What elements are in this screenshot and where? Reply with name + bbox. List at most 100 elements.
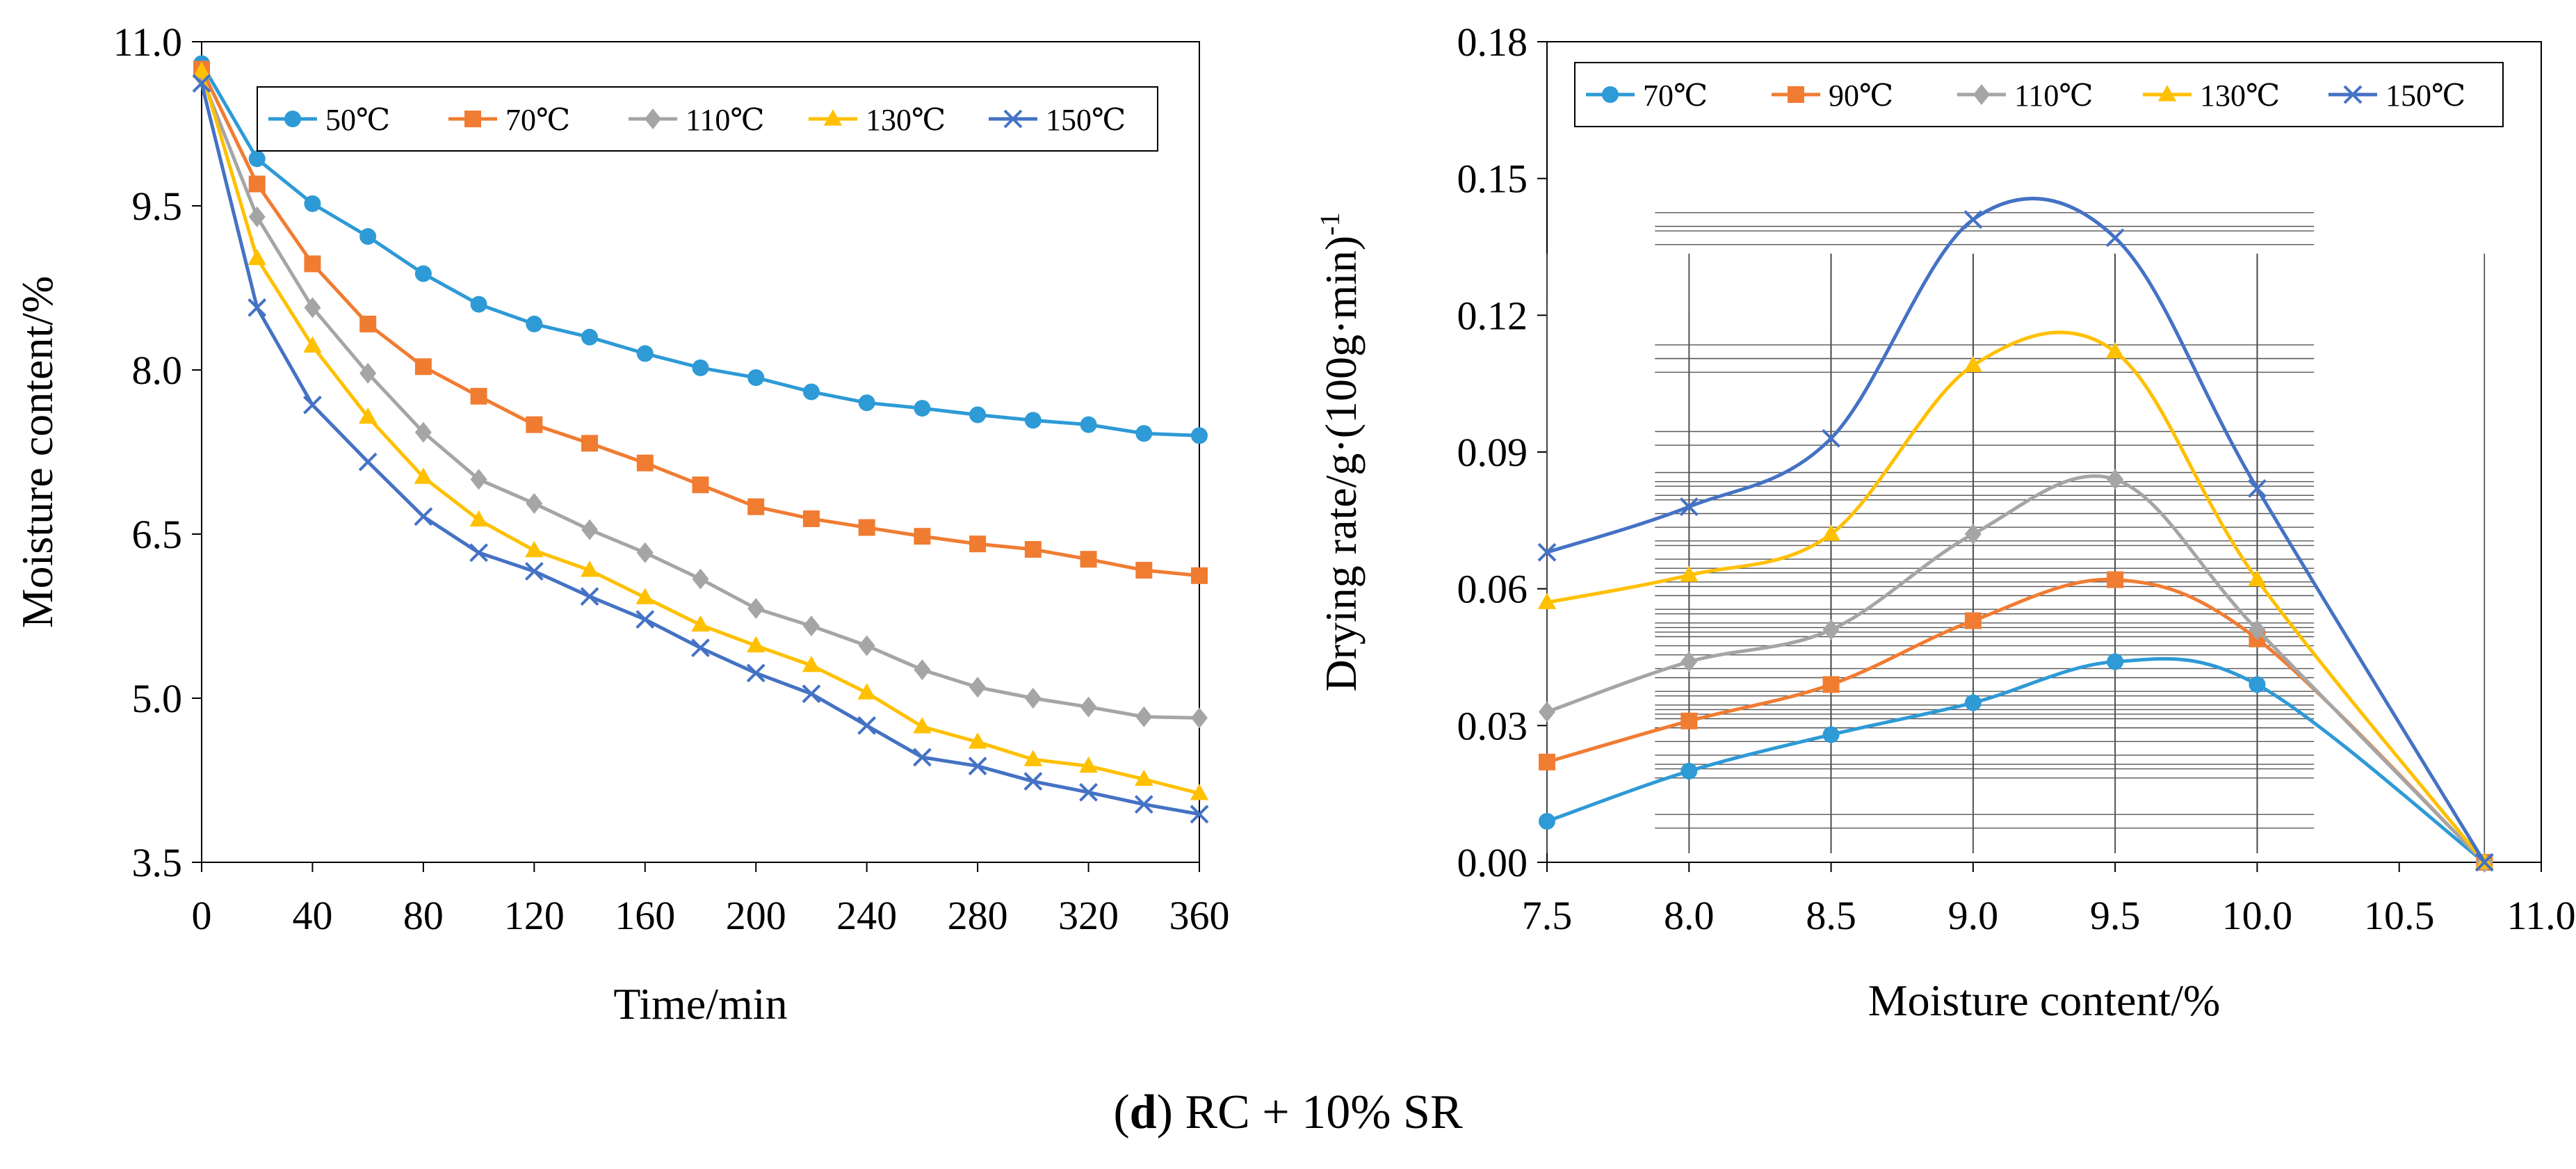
- legend-marker-110: [645, 108, 661, 129]
- data-point-70-2: [304, 255, 321, 273]
- series-90: [1539, 571, 2493, 871]
- y-tick-label-0-15: 0.15: [1457, 156, 1528, 202]
- data-point-110-4: [414, 421, 432, 443]
- x-tick-label-200: 200: [726, 893, 786, 938]
- legend-label-110: 110℃: [2014, 79, 2093, 113]
- data-point-50-3: [359, 228, 377, 245]
- legend-label-70: 70℃: [505, 103, 570, 137]
- legend: 50℃ 70℃ 110℃ 130℃ 150℃: [257, 86, 1158, 152]
- data-point-110-5: [470, 469, 487, 490]
- data-point-110-5: [2249, 619, 2266, 640]
- data-point-50-16: [1080, 416, 1097, 433]
- legend-marker-50: [284, 111, 301, 127]
- data-point-150-13: [912, 748, 932, 767]
- data-point-150-5: [469, 543, 489, 563]
- data-point-130-8: [635, 588, 654, 604]
- data-point-90-2: [1822, 676, 1840, 693]
- x-tick-label-11-0: 11.0: [2506, 893, 2575, 938]
- data-point-70-10: [747, 498, 765, 515]
- data-point-110-8: [636, 542, 654, 563]
- data-point-70-4: [414, 358, 432, 376]
- series-50: [193, 55, 1208, 444]
- data-point-150-6: [524, 562, 544, 581]
- x-tick-label-9-5: 9.5: [2090, 893, 2141, 938]
- data-point-130-4: [414, 467, 433, 484]
- data-point-110-16: [1080, 696, 1097, 718]
- data-point-70-11: [802, 510, 820, 527]
- data-point-70-1: [1680, 762, 1698, 780]
- series-70: [1539, 653, 2493, 871]
- legend-label-110: 110℃: [686, 103, 765, 137]
- data-point-70-3: [359, 315, 377, 332]
- caption-text: RC + 10% SR: [1185, 1086, 1463, 1139]
- data-point-110-10: [747, 597, 765, 619]
- data-point-70-16: [1080, 551, 1097, 568]
- y-tick-label-3-5: 3.5: [132, 840, 183, 885]
- data-point-150-8: [635, 610, 655, 629]
- data-point-110-9: [692, 568, 709, 590]
- caption-label: d: [1129, 1086, 1157, 1139]
- data-point-70-9: [692, 476, 709, 494]
- data-point-50-15: [1024, 412, 1042, 429]
- moisture-vs-time-chart: 3.5 5.0 6.5 8.0 9.5 11.0 0 40 80 120 160 200 240 280 3…: [13, 19, 1230, 1029]
- plot-frame: [1546, 41, 2542, 863]
- data-point-70-15: [1024, 541, 1042, 558]
- y-tick-label-6-5: 6.5: [132, 512, 183, 557]
- data-point-70-5: [2249, 676, 2266, 693]
- y-tick-label-0-18: 0.18: [1457, 19, 1528, 65]
- data-point-150-17: [1134, 795, 1153, 814]
- data-point-130-0: [1537, 592, 1557, 609]
- data-point-150-1: [1679, 497, 1699, 517]
- data-point-110-1: [248, 206, 266, 227]
- data-point-150-12: [857, 716, 877, 735]
- data-point-50-2: [304, 195, 321, 212]
- data-point-110-3: [1964, 524, 1982, 545]
- data-point-110-18: [1191, 707, 1208, 729]
- data-point-50-12: [858, 394, 875, 412]
- data-point-150-1: [248, 298, 267, 317]
- data-point-150-3: [1963, 210, 1983, 229]
- data-point-50-1: [248, 150, 266, 168]
- y-tick-label-9-5: 9.5: [132, 184, 183, 229]
- y-tick-label-0-12: 0.12: [1457, 293, 1528, 338]
- data-point-110-0: [1539, 701, 1555, 723]
- y-tick-label-5-0: 5.0: [132, 676, 183, 721]
- data-point-70-8: [636, 454, 654, 471]
- data-point-150-4: [414, 507, 433, 526]
- data-point-110-7: [581, 519, 599, 540]
- x-tick-label-160: 160: [615, 893, 675, 938]
- legend: 70℃ 90℃ 110℃ 130℃ 150℃: [1574, 62, 2504, 127]
- legend-label-50: 50℃: [325, 103, 390, 137]
- data-point-150-16: [1079, 782, 1098, 802]
- x-tick-label-40: 40: [292, 893, 332, 938]
- x-tick-label-8-0: 8.0: [1664, 893, 1715, 938]
- data-point-150-5: [2248, 479, 2267, 498]
- data-point-50-18: [1191, 427, 1208, 444]
- y-tick-label-0-09: 0.09: [1457, 430, 1528, 475]
- data-point-130-5: [2248, 570, 2267, 587]
- legend-marker-90: [1788, 86, 1804, 103]
- legend-label-70: 70℃: [1643, 79, 1708, 113]
- legend-label-130: 130℃: [2200, 79, 2280, 113]
- data-point-150-18: [1190, 805, 1209, 824]
- data-point-130-6: [525, 540, 544, 558]
- data-point-110-14: [969, 677, 987, 698]
- data-point-110-4: [2107, 469, 2124, 490]
- data-point-70-12: [858, 519, 875, 536]
- data-point-50-6: [526, 315, 543, 332]
- data-point-150-0: [192, 74, 211, 93]
- y-tick-label-11-0: 11.0: [113, 19, 182, 65]
- series-150: [192, 74, 1209, 824]
- data-point-130-13: [913, 717, 932, 734]
- y-tick-label-8-0: 8.0: [132, 348, 183, 393]
- data-point-130-12: [857, 683, 876, 700]
- data-point-110-11: [802, 615, 820, 637]
- x-tick-label-0: 0: [192, 893, 212, 938]
- data-point-130-15: [1023, 750, 1043, 766]
- data-point-110-12: [858, 635, 875, 656]
- x-tick-label-120: 120: [504, 893, 565, 938]
- data-point-150-4: [2105, 228, 2125, 248]
- data-point-70-5: [470, 387, 487, 405]
- data-point-110-15: [1024, 688, 1042, 709]
